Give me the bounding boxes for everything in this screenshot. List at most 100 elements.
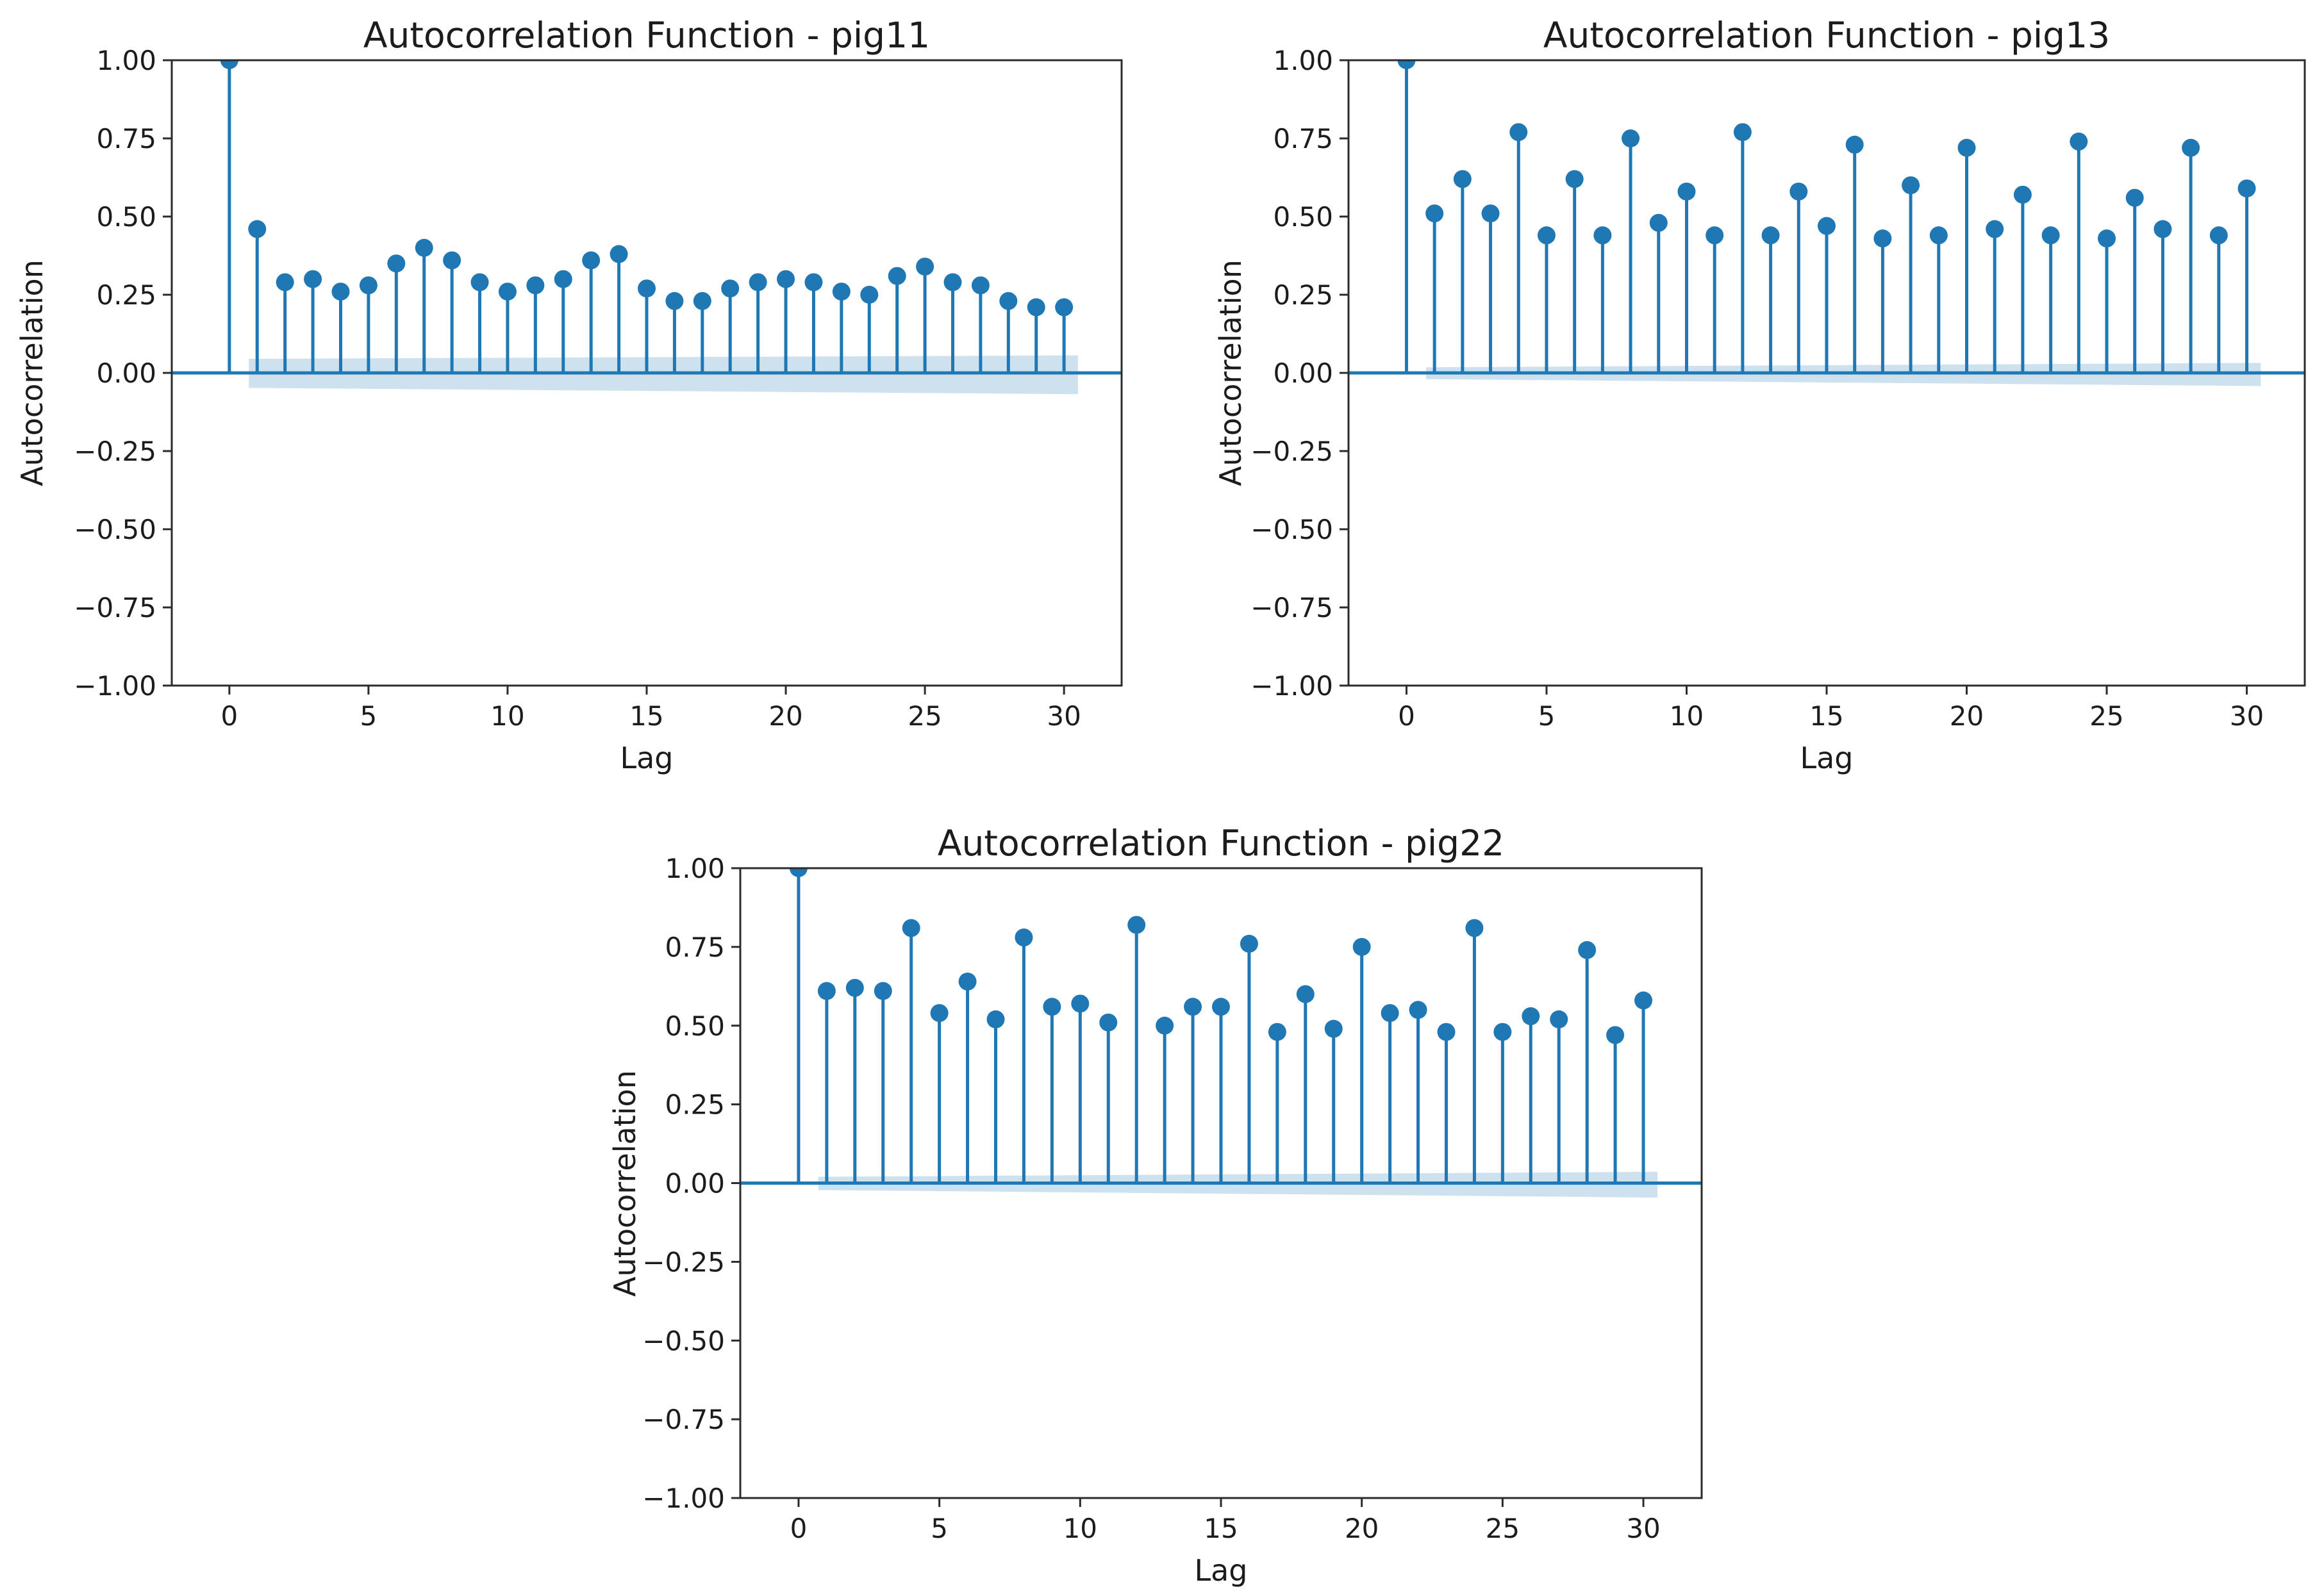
pig11-xlabel: Lag bbox=[620, 741, 674, 775]
marker-lag-21 bbox=[1986, 220, 2004, 238]
x-tick-label: 15 bbox=[1204, 1513, 1238, 1544]
y-tick-label: −1.00 bbox=[1250, 670, 1333, 702]
marker-lag-28 bbox=[1578, 941, 1597, 959]
x-tick-label: 25 bbox=[908, 700, 942, 732]
marker-lag-18 bbox=[1296, 985, 1315, 1003]
marker-lag-18 bbox=[721, 279, 740, 298]
x-tick-label: 5 bbox=[360, 700, 378, 732]
y-tick-label: 0.25 bbox=[1273, 279, 1333, 311]
stems-group bbox=[789, 868, 1653, 1183]
marker-lag-26 bbox=[1522, 1007, 1540, 1026]
marker-lag-11 bbox=[526, 276, 545, 295]
y-tick-label: 0.25 bbox=[96, 279, 156, 311]
marker-lag-8 bbox=[1622, 129, 1640, 147]
y-tick-label: −0.50 bbox=[74, 514, 156, 545]
y-tick-label: 0.50 bbox=[1273, 201, 1333, 233]
marker-lag-0 bbox=[789, 868, 808, 877]
y-tick-label: 0.00 bbox=[96, 358, 156, 389]
marker-lag-16 bbox=[665, 292, 684, 310]
marker-lag-19 bbox=[1324, 1019, 1343, 1038]
marker-lag-15 bbox=[1818, 217, 1836, 235]
y-tick-label: 0.00 bbox=[665, 1168, 725, 1199]
marker-lag-1 bbox=[817, 982, 836, 1000]
x-tick-label: 25 bbox=[1486, 1513, 1520, 1544]
marker-lag-23 bbox=[1437, 1023, 1456, 1041]
marker-lag-12 bbox=[1127, 916, 1146, 934]
y-tick-label: −0.50 bbox=[642, 1325, 725, 1356]
pig13-xlabel: Lag bbox=[1800, 741, 1854, 775]
marker-lag-23 bbox=[2041, 226, 2060, 245]
x-tick-label: 0 bbox=[1398, 700, 1415, 732]
marker-lag-3 bbox=[304, 270, 322, 288]
marker-lag-1 bbox=[248, 220, 267, 238]
marker-lag-22 bbox=[832, 283, 851, 301]
marker-lag-1 bbox=[1425, 204, 1444, 223]
marker-lag-6 bbox=[958, 972, 977, 991]
pig22-xlabel: Lag bbox=[1194, 1553, 1248, 1588]
marker-lag-10 bbox=[1071, 994, 1090, 1013]
marker-lag-4 bbox=[902, 919, 920, 937]
y-tick-label: −1.00 bbox=[642, 1483, 725, 1514]
marker-lag-24 bbox=[1465, 919, 1484, 937]
pig11-ylabel: Autocorrelation bbox=[15, 259, 49, 486]
marker-lag-8 bbox=[443, 251, 461, 270]
marker-lag-13 bbox=[582, 251, 601, 270]
y-tick-label: 1.00 bbox=[96, 45, 156, 76]
marker-lag-7 bbox=[986, 1010, 1005, 1028]
marker-lag-7 bbox=[1593, 226, 1612, 245]
marker-lag-9 bbox=[1043, 998, 1061, 1016]
marker-lag-25 bbox=[2098, 229, 2116, 248]
marker-lag-24 bbox=[2070, 132, 2088, 151]
marker-lag-21 bbox=[1381, 1004, 1399, 1023]
marker-lag-17 bbox=[1268, 1023, 1286, 1041]
marker-lag-25 bbox=[1493, 1023, 1512, 1041]
marker-lag-5 bbox=[1537, 226, 1556, 245]
x-tick-label: 20 bbox=[1950, 700, 1984, 732]
y-tick-label: 1.00 bbox=[1273, 45, 1333, 76]
y-tick-label: −0.75 bbox=[1250, 592, 1333, 623]
x-tick-label: 10 bbox=[1063, 1513, 1097, 1544]
x-tick-label: 30 bbox=[1047, 700, 1081, 732]
marker-lag-0 bbox=[1397, 60, 1416, 69]
marker-lag-17 bbox=[1873, 229, 1892, 248]
x-tick-label: 5 bbox=[1538, 700, 1556, 732]
marker-lag-6 bbox=[387, 254, 406, 273]
marker-lag-29 bbox=[1027, 298, 1045, 317]
y-tick-label: −1.00 bbox=[74, 670, 156, 702]
marker-lag-29 bbox=[1606, 1026, 1625, 1044]
marker-lag-2 bbox=[276, 273, 294, 292]
marker-lag-15 bbox=[1212, 998, 1230, 1016]
marker-lag-10 bbox=[1677, 182, 1696, 201]
marker-lag-28 bbox=[2182, 138, 2200, 157]
pig13-ylabel: Autocorrelation bbox=[1213, 259, 1248, 486]
marker-lag-6 bbox=[1565, 170, 1584, 188]
x-tick-label: 20 bbox=[768, 700, 802, 732]
marker-lag-16 bbox=[1240, 934, 1258, 953]
marker-lag-5 bbox=[930, 1004, 949, 1023]
marker-lag-28 bbox=[999, 292, 1018, 310]
marker-lag-27 bbox=[2154, 220, 2172, 238]
acf-plot-pig11: 0 5 10 15 20 25 30 1.00 0.75 0.50 0.25 0.00 −0.25 −0.… bbox=[74, 45, 1123, 732]
marker-lag-7 bbox=[415, 238, 433, 257]
marker-lag-22 bbox=[1409, 1001, 1427, 1019]
marker-lag-22 bbox=[2013, 185, 2032, 204]
x-tick-label: 15 bbox=[629, 700, 663, 732]
acf-plot-pig22: 0 5 10 15 20 25 30 1.00 0.75 0.50 0.25 0.00 −0.25 −0.… bbox=[642, 853, 1703, 1544]
marker-lag-15 bbox=[638, 279, 656, 298]
marker-lag-30 bbox=[1634, 991, 1653, 1010]
y-tick-label: 0.00 bbox=[1273, 358, 1333, 389]
marker-lag-20 bbox=[777, 270, 795, 288]
marker-lag-14 bbox=[610, 245, 628, 263]
y-tick-label: −0.75 bbox=[642, 1404, 725, 1435]
x-tick-label: 30 bbox=[1626, 1513, 1660, 1544]
marker-lag-23 bbox=[860, 286, 879, 304]
marker-lag-12 bbox=[1733, 123, 1752, 142]
acf-plot-pig13: 0 5 10 15 20 25 30 1.00 0.75 0.50 0.25 0.00 −0.25 −0.… bbox=[1250, 45, 2306, 732]
marker-lag-13 bbox=[1761, 226, 1780, 245]
y-tick-label: 0.25 bbox=[665, 1089, 725, 1121]
marker-lag-8 bbox=[1015, 928, 1033, 947]
marker-lag-2 bbox=[1453, 170, 1472, 188]
stems-group bbox=[220, 60, 1074, 373]
